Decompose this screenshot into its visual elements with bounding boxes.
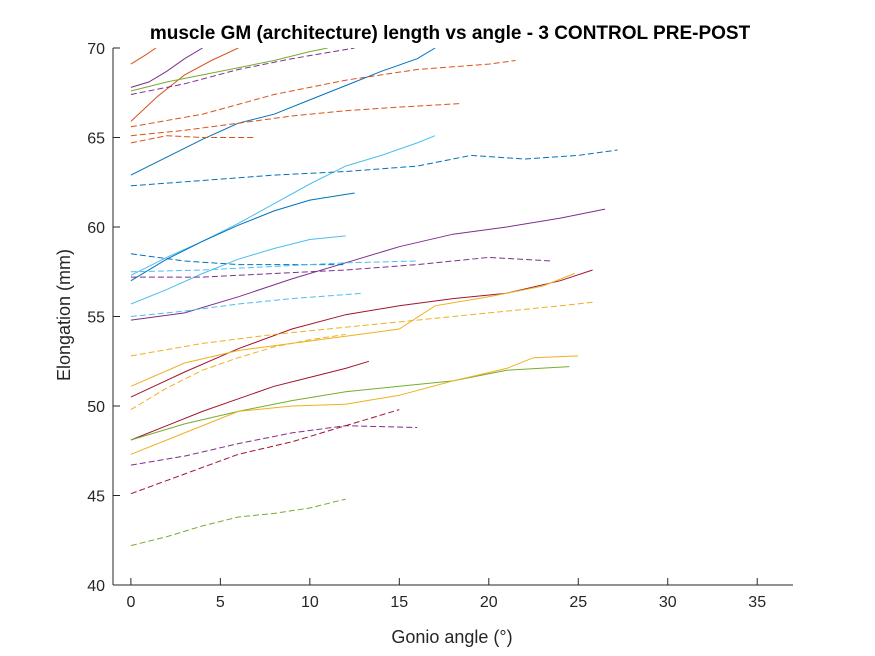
series-line-5	[130, 48, 355, 95]
series-line-26	[130, 425, 418, 466]
series-line-28	[130, 498, 346, 547]
series-line-7	[130, 60, 516, 128]
series-line-2	[130, 48, 239, 122]
series-line-20	[130, 273, 575, 387]
series-line-24	[130, 366, 570, 441]
series-line-13	[130, 208, 606, 321]
chart-title: muscle GM (architecture) length vs angle…	[150, 23, 751, 44]
x-tick-label: 0	[126, 594, 135, 611]
series-line-21	[130, 301, 593, 357]
series-line-25	[130, 355, 579, 455]
series-line-27	[130, 409, 400, 495]
series-line-11	[130, 149, 618, 187]
y-tick-label: 45	[87, 489, 105, 506]
y-tick-label: 40	[87, 578, 105, 595]
series-line-15	[130, 253, 346, 266]
y-tick-label: 60	[87, 220, 105, 237]
series-line-16	[130, 260, 418, 273]
x-tick-label: 5	[216, 594, 225, 611]
series-line-6	[130, 48, 436, 176]
series-line-10	[130, 135, 436, 276]
series-line-8	[130, 103, 462, 137]
series-line-23	[130, 360, 370, 441]
y-tick-label: 70	[87, 41, 105, 58]
series-line-12	[130, 192, 355, 282]
y-axis-label: Elongation (mm)	[54, 249, 74, 381]
x-tick-label: 25	[569, 594, 587, 611]
series-line-19	[130, 269, 593, 398]
series-line-1	[130, 48, 157, 65]
y-tick-label: 55	[87, 310, 105, 327]
x-tick-label: 15	[390, 594, 408, 611]
y-tick-label: 50	[87, 399, 105, 416]
x-tick-label: 20	[480, 594, 498, 611]
series-line-22	[130, 333, 346, 411]
axes-layer: 0 5 10 15 20 25 30 35 40 45 50 55 60 65 70	[87, 41, 793, 611]
series-line-9	[130, 135, 257, 144]
series-line-3	[130, 48, 203, 88]
series-line-18	[130, 292, 364, 317]
x-tick-label: 10	[301, 594, 319, 611]
series-line-14	[130, 235, 346, 305]
x-tick-label: 30	[659, 594, 677, 611]
x-axis-label: Gonio angle (°)	[391, 627, 512, 647]
y-tick-label: 65	[87, 131, 105, 148]
series-layer	[130, 48, 618, 547]
x-tick-label: 35	[748, 594, 766, 611]
series-line-4	[130, 48, 328, 92]
